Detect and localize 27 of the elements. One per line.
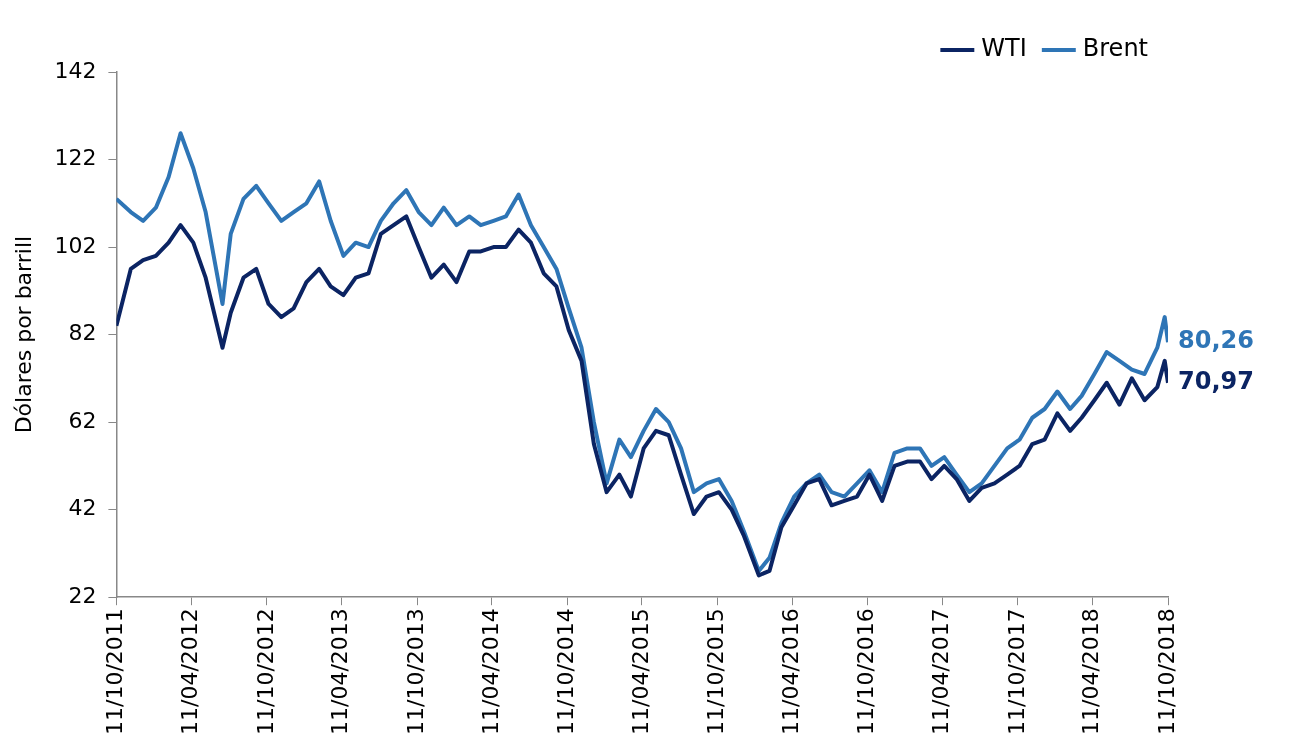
x-tick-label: 11/10/2014: [552, 608, 578, 736]
x-tick-label: 11/10/2012: [252, 608, 278, 736]
data-label: 80,26: [1178, 326, 1254, 355]
x-tick-label: 11/04/2014: [477, 608, 503, 736]
x-tick-label: 11/04/2018: [1078, 608, 1104, 736]
y-tick-label: 102: [54, 232, 97, 258]
x-tick-label: 11/10/2017: [1003, 608, 1029, 736]
y-axis-title: Dólares por barrill: [10, 235, 36, 434]
y-tick-label: 42: [68, 495, 97, 521]
x-tick-label: 11/10/2013: [402, 608, 428, 736]
y-tick-label: 82: [68, 320, 97, 346]
y-tick-label: 142: [54, 57, 97, 83]
y-tick-label: 62: [68, 407, 97, 433]
x-tick-label: 11/04/2013: [327, 608, 353, 736]
x-tick-label: 11/04/2017: [928, 608, 954, 736]
x-tick-label: 11/04/2012: [177, 608, 203, 736]
legend-label: Brent: [1082, 34, 1149, 63]
x-tick-label: 11/10/2011: [102, 608, 128, 736]
data-label: 70,97: [1178, 367, 1254, 396]
x-tick-label: 11/04/2016: [778, 608, 804, 736]
x-tick-label: 11/10/2015: [702, 608, 728, 736]
x-tick-label: 11/04/2015: [627, 608, 653, 736]
legend-label: WTI: [981, 34, 1027, 63]
y-tick-label: 122: [54, 145, 97, 171]
x-tick-label: 11/10/2016: [853, 608, 879, 736]
y-tick-label: 22: [68, 582, 97, 608]
x-tick-label: 11/10/2018: [1153, 608, 1179, 736]
